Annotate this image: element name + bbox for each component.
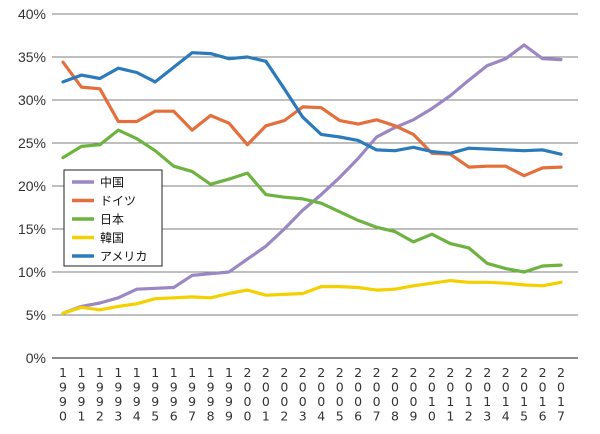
y-tick-label: 10% xyxy=(18,264,46,280)
series-line-3 xyxy=(61,279,563,315)
legend-label: ドイツ xyxy=(100,194,136,208)
y-tick-label: 25% xyxy=(18,135,46,151)
legend-label: 中国 xyxy=(100,175,124,190)
series-lines xyxy=(61,43,563,315)
series-line-2 xyxy=(61,128,563,274)
y-tick-label: 5% xyxy=(26,307,46,323)
series-line-1 xyxy=(61,60,563,178)
y-tick-label: 35% xyxy=(18,49,46,65)
y-tick-label: 20% xyxy=(18,178,46,194)
legend-label: アメリカ xyxy=(100,250,147,264)
series-line-4 xyxy=(61,51,563,156)
y-tick-label: 15% xyxy=(18,221,46,237)
legend-label: 韓国 xyxy=(100,231,124,245)
y-axis-ticks: 0% 5% 10% 15% 20% 25% 30% 35% 40% xyxy=(18,6,46,366)
y-tick-label: 40% xyxy=(18,6,46,22)
y-tick-label: 30% xyxy=(18,92,46,108)
y-tick-label: 0% xyxy=(26,350,46,366)
legend-label: 日本 xyxy=(100,213,124,227)
x-axis-ticks: 1 9 9 0 1 9 9 1 1 9 9 2 1 9 9 3 1 9 9 4 1 9 9 5 1 9 9 6 1 9 9 7 1 9 9 8 1 9 9 9… xyxy=(59,365,565,424)
